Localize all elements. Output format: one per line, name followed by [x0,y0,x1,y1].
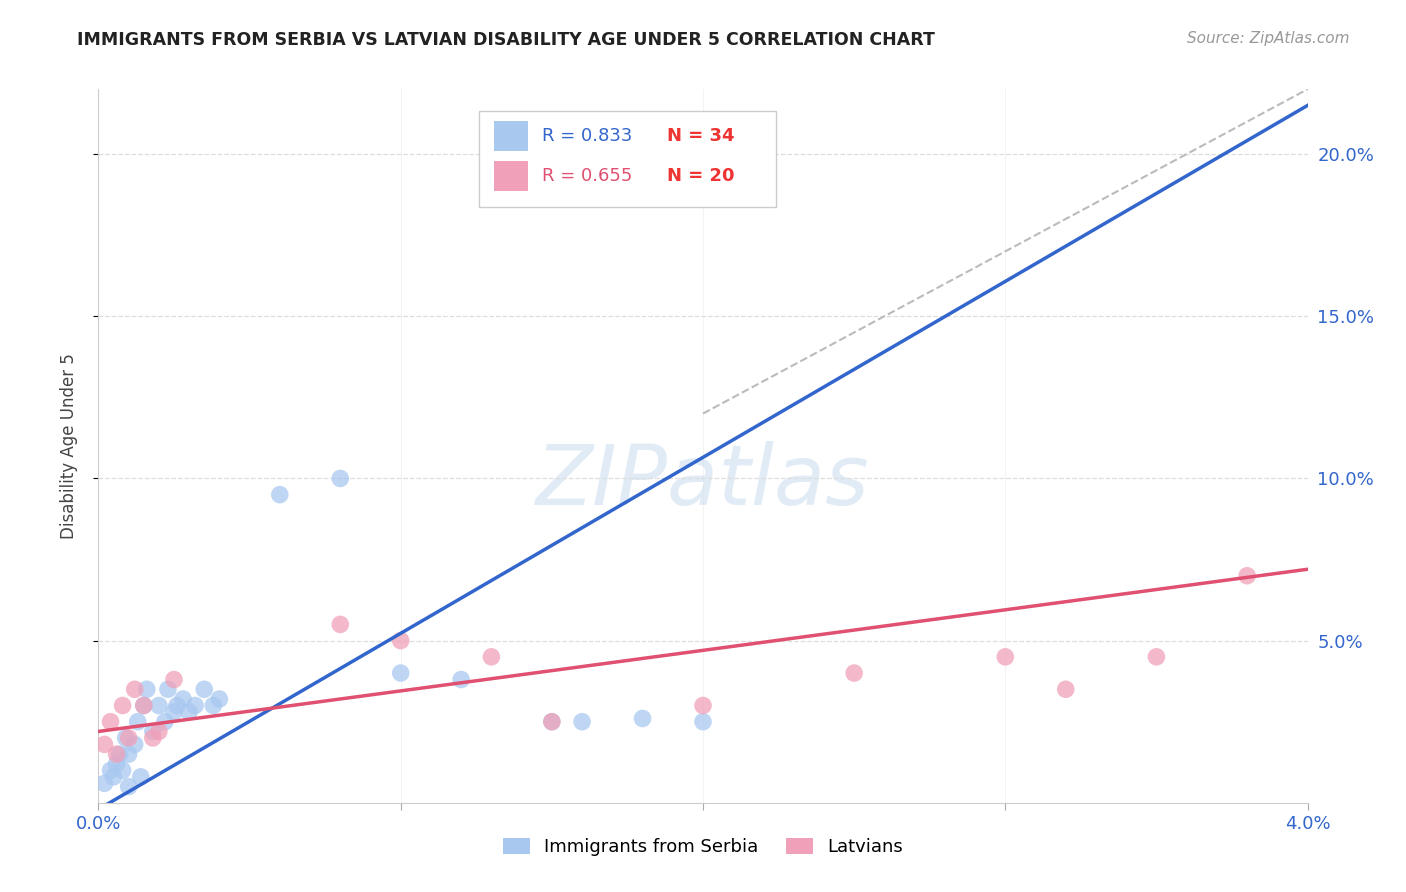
Point [135,682,157,697]
Point [208,692,231,706]
Point [163,705,186,719]
Point [118,747,141,761]
Bar [494,121,527,152]
Point [631,711,654,725]
Point [172,692,194,706]
Point [692,714,714,729]
Point [148,724,170,739]
Point [269,488,291,502]
Point [540,714,562,729]
Point [103,770,125,784]
Point [1146,649,1168,664]
Point [156,682,179,697]
Point [163,673,186,687]
Point [132,698,155,713]
Point [692,698,714,713]
Point [184,698,207,713]
Point [329,617,352,632]
Point [114,731,136,745]
Text: R = 0.833: R = 0.833 [543,128,633,145]
Y-axis label: Disability Age Under 5: Disability Age Under 5 [59,353,77,539]
Bar [494,161,527,191]
Point [166,698,188,713]
Point [193,682,215,697]
Point [118,780,141,794]
Point [129,770,152,784]
Point [142,724,165,739]
Point [93,738,115,752]
Point [179,705,201,719]
Point [1236,568,1258,582]
Point [100,764,122,778]
Point [389,666,412,681]
Point [329,471,352,485]
Point [111,764,134,778]
Point [124,682,146,697]
Point [132,698,155,713]
Point [100,714,122,729]
Point [93,776,115,790]
Point [202,698,225,713]
Point [481,649,503,664]
Text: N = 20: N = 20 [666,168,734,186]
Point [148,698,170,713]
Point [540,714,562,729]
Text: Source: ZipAtlas.com: Source: ZipAtlas.com [1187,31,1350,46]
Point [105,747,128,761]
Text: IMMIGRANTS FROM SERBIA VS LATVIAN DISABILITY AGE UNDER 5 CORRELATION CHART: IMMIGRANTS FROM SERBIA VS LATVIAN DISABI… [77,31,935,49]
Point [389,633,412,648]
Point [105,756,128,771]
Legend: Immigrants from Serbia, Latvians: Immigrants from Serbia, Latvians [494,829,912,865]
Point [111,698,134,713]
Point [571,714,593,729]
Point [153,714,176,729]
Point [118,731,141,745]
Point [142,731,165,745]
Point [124,738,146,752]
Point [108,747,131,761]
Bar [479,111,776,207]
Point [450,673,472,687]
Text: N = 34: N = 34 [666,128,734,145]
Text: ZIPatlas: ZIPatlas [536,442,870,522]
Text: R = 0.655: R = 0.655 [543,168,633,186]
Point [994,649,1017,664]
Point [127,714,149,729]
Point [1054,682,1077,697]
Point [844,666,866,681]
